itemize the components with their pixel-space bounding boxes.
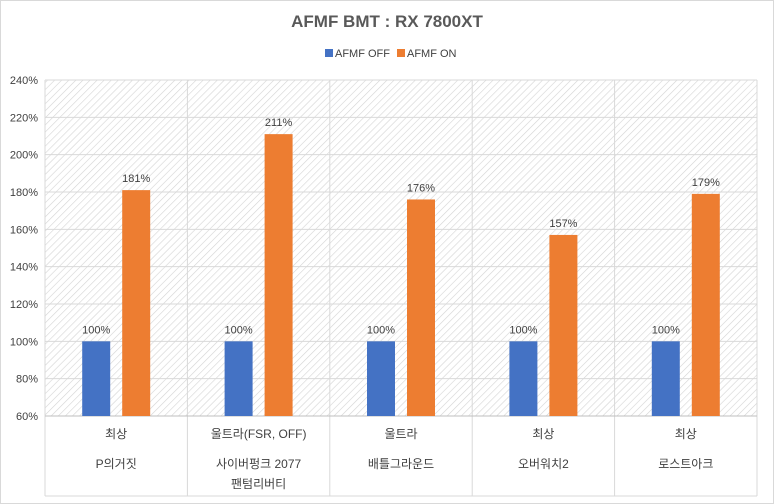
data-label: 100% (509, 324, 537, 336)
bar (407, 199, 435, 416)
legend: AFMF OFF AFMF ON (325, 48, 457, 60)
y-tick-label: 140% (10, 262, 38, 274)
bar (549, 234, 578, 416)
y-tick-label: 60% (16, 411, 38, 423)
bar (651, 341, 680, 416)
legend-swatch (325, 49, 333, 57)
y-tick-label: 200% (10, 150, 38, 162)
legend-swatch (397, 49, 405, 57)
category-name-label: 배틀그라운드 (368, 457, 434, 471)
category-settings-label: 최상 (105, 427, 127, 441)
gridlines (44, 79, 758, 497)
data-label: 179% (692, 177, 720, 189)
data-label: 211% (265, 117, 293, 129)
category-settings-label: 울트라 (384, 427, 417, 441)
data-label: 100% (367, 324, 395, 336)
bars (82, 134, 720, 416)
y-tick-label: 160% (10, 224, 38, 236)
data-label: 157% (549, 218, 577, 230)
data-labels: 100% 181% 100% 211% 100% 176% 100% 157% 100% 179% (82, 117, 720, 336)
category-name-label: P의거짓 (96, 457, 137, 471)
category-settings-label: 최상 (675, 427, 697, 441)
bar (367, 341, 395, 416)
y-tick-label: 120% (10, 299, 38, 311)
bar (691, 193, 720, 416)
bar (509, 341, 538, 416)
y-axis: 60% 80% 100% 120% 140% 160% 180% 200% 220% 240% (10, 75, 38, 423)
data-label: 181% (122, 173, 150, 185)
y-tick-label: 100% (10, 336, 38, 348)
category-table: 최상 P의거짓 울트라(FSR, OFF) 사이버펑크 2077 팬텀리버티 울트라배틀그… (96, 427, 714, 491)
bar (224, 341, 253, 416)
y-tick-label: 180% (10, 187, 38, 199)
chart-title: AFMF BMT : RX 7800XT (291, 12, 483, 31)
category-settings-label: 울트라(FSR, OFF) (211, 427, 307, 441)
bar (264, 134, 293, 416)
y-tick-label: 240% (10, 75, 38, 87)
category-name-label: 사이버펑크 2077 (216, 457, 302, 471)
category-settings-label: 최상 (532, 427, 554, 441)
category-name-label: 팬텀리버티 (231, 477, 286, 491)
data-label: 100% (652, 324, 680, 336)
plot-area (45, 80, 757, 416)
bar (122, 190, 151, 416)
data-label: 100% (225, 324, 253, 336)
data-label: 176% (407, 182, 435, 194)
legend-label: AFMF OFF (335, 48, 390, 60)
category-name-label: 로스트아크 (658, 457, 713, 471)
bar (82, 341, 111, 416)
legend-label: AFMF ON (407, 48, 457, 60)
data-label: 100% (82, 324, 110, 336)
category-name-label: 오버워치2 (518, 457, 569, 471)
y-tick-label: 220% (10, 112, 38, 124)
y-tick-label: 80% (16, 374, 38, 386)
